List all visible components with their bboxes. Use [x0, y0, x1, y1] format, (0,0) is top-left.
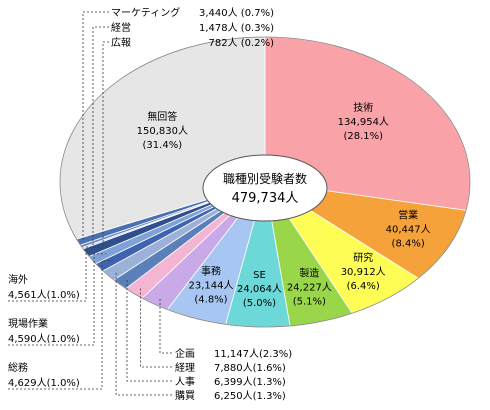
- center-ellipse: [202, 154, 328, 222]
- left-label-value: 4,561人(1.0%): [8, 289, 80, 301]
- slice-label-name: 無回答: [147, 110, 177, 123]
- left-label-name: 海外: [8, 273, 28, 286]
- top-label-value: 1,478人 (0.3%): [199, 22, 274, 34]
- slice-label-value: 30,912人: [341, 266, 386, 278]
- top-label-value: 782人 (0.2%): [209, 37, 275, 49]
- top-label-name: 経営: [111, 21, 131, 34]
- top-label-name: 広報: [111, 36, 131, 49]
- center-title: 職種別受験者数: [223, 171, 307, 186]
- leader-line: [92, 26, 109, 245]
- right-label-name: 購買: [175, 389, 195, 402]
- slice-label-value: 24,064人: [237, 283, 282, 295]
- left-label-name: 総務: [8, 361, 28, 374]
- slice-label-value: 40,447人: [386, 223, 431, 235]
- slice-label-pct: (28.1%): [343, 131, 383, 142]
- leader-line: [82, 11, 109, 241]
- slice-label-name: 営業: [398, 208, 418, 221]
- left-label-value: 4,590人(1.0%): [8, 333, 80, 345]
- pie-outline: [59, 36, 471, 328]
- left-label-name: 現場作業: [8, 317, 48, 330]
- right-label-name: 企画: [175, 347, 195, 360]
- slice-label-pct: (4.8%): [194, 294, 227, 305]
- top-label-value: 3,440人 (0.7%): [199, 7, 274, 19]
- leader-line: [126, 279, 172, 382]
- right-label-name: 経理: [175, 361, 195, 374]
- right-label-value: 6,399人(1.3%): [214, 376, 286, 388]
- slice-label-name: SE: [253, 270, 266, 281]
- right-label-value: 11,147人(2.3%): [214, 348, 292, 360]
- right-label-name: 人事: [175, 375, 195, 388]
- leader-line: [102, 41, 109, 247]
- leader-line: [140, 287, 172, 368]
- right-label-value: 6,250人(1.3%): [214, 390, 286, 402]
- center-total: 479,734人: [232, 191, 299, 206]
- slice-label-value: 150,830人: [137, 125, 188, 137]
- slice-labels: 技術 134,954人 (28.1%) 営業 40,447人 (8.4%) 研究 30,912…: [8, 6, 431, 402]
- slice-label-pct: (31.4%): [143, 140, 183, 151]
- slice-label-name: 事務: [201, 264, 221, 277]
- slice-label-name: 技術: [353, 101, 373, 114]
- slice-label-pct: (8.4%): [392, 238, 425, 249]
- leader-line: [8, 246, 101, 302]
- slice-label-pct: (5.0%): [243, 298, 276, 309]
- slice-label-value: 24,227人: [287, 282, 332, 294]
- slice-label-value: 134,954人: [338, 116, 389, 128]
- leader-line: [159, 298, 172, 354]
- right-label-value: 7,880人(1.6%): [214, 362, 286, 374]
- slice-label-value: 23,144人: [188, 279, 233, 291]
- leader-lines: [8, 11, 172, 396]
- top-label-name: マーケティング: [111, 6, 180, 19]
- slice-label-name: 研究: [353, 251, 373, 264]
- slice-label-name: 製造: [299, 267, 319, 280]
- left-label-value: 4,629人(1.0%): [8, 377, 80, 389]
- slice-label-pct: (6.4%): [347, 281, 380, 292]
- slice-label-pct: (5.1%): [293, 297, 326, 308]
- center-label: 職種別受験者数 479,734人: [202, 154, 328, 222]
